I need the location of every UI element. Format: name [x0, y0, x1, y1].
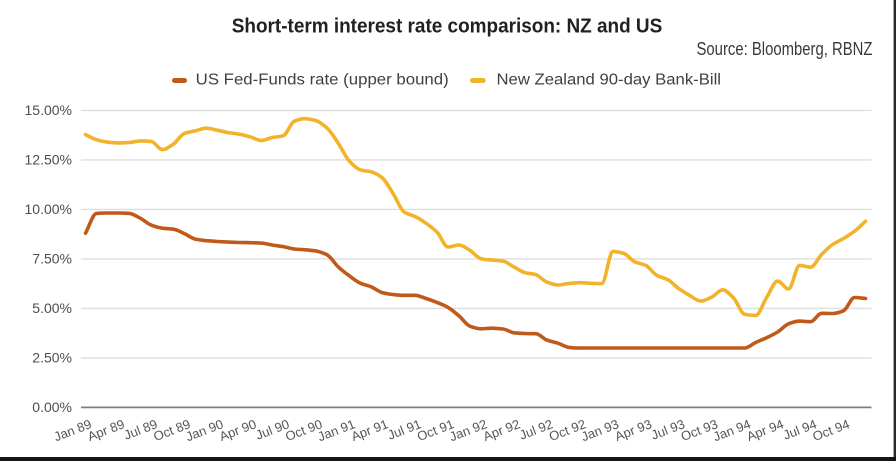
svg-text:7.50%: 7.50% — [32, 251, 72, 267]
svg-text:2.50%: 2.50% — [32, 350, 72, 366]
svg-text:12.50%: 12.50% — [25, 152, 72, 168]
svg-text:5.00%: 5.00% — [32, 300, 72, 316]
svg-text:0.00%: 0.00% — [32, 399, 72, 415]
svg-text:15.00%: 15.00% — [25, 102, 72, 118]
svg-text:Short-term interest rate compa: Short-term interest rate comparison: NZ … — [232, 15, 662, 38]
svg-text:Source: Bloomberg, RBNZ: Source: Bloomberg, RBNZ — [697, 39, 873, 59]
svg-text:10.00%: 10.00% — [25, 201, 72, 217]
svg-text:US Fed-Funds rate (upper bound: US Fed-Funds rate (upper bound) — [196, 71, 449, 88]
svg-text:New Zealand 90-day Bank-Bill: New Zealand 90-day Bank-Bill — [497, 71, 722, 88]
